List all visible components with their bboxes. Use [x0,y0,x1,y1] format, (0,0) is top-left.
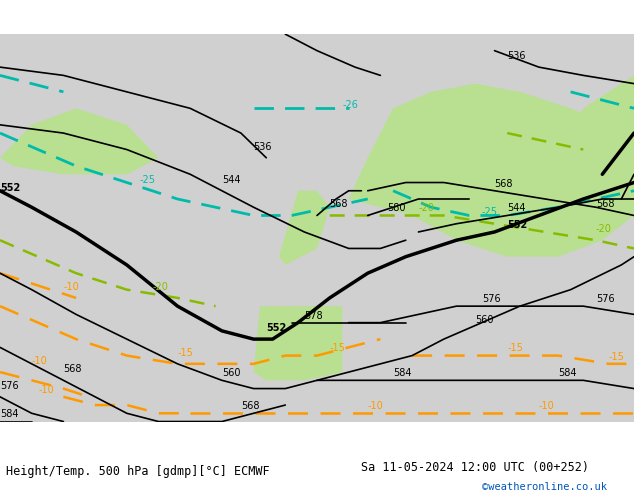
Polygon shape [254,306,342,380]
Text: 576: 576 [482,294,500,304]
Text: -25: -25 [482,207,498,218]
Text: -15: -15 [330,343,346,353]
Text: 544: 544 [222,174,240,185]
Text: -15: -15 [507,343,523,353]
Text: ©weatheronline.co.uk: ©weatheronline.co.uk [482,482,607,490]
Text: Sa 11-05-2024 12:00 UTC (00+252): Sa 11-05-2024 12:00 UTC (00+252) [361,461,590,474]
Text: 578: 578 [304,311,323,320]
Text: 584: 584 [0,410,18,419]
Text: 576: 576 [596,294,614,304]
Text: 576: 576 [0,381,18,391]
Text: -10: -10 [63,282,79,292]
Text: -10: -10 [38,385,54,394]
Text: 568: 568 [495,179,513,189]
Text: 584: 584 [558,368,576,378]
Text: -26: -26 [342,100,358,110]
Text: -20: -20 [152,282,168,292]
Text: 536: 536 [254,142,272,151]
Text: -25: -25 [139,174,155,185]
Text: 560: 560 [222,368,240,378]
Text: 536: 536 [507,51,526,61]
Text: Height/Temp. 500 hPa [gdmp][°C] ECMWF: Height/Temp. 500 hPa [gdmp][°C] ECMWF [6,465,270,478]
Text: 568: 568 [241,401,259,411]
Text: 568: 568 [596,199,614,209]
Text: 544: 544 [507,203,526,213]
Polygon shape [558,75,634,191]
Text: -20: -20 [596,224,612,234]
Text: 552: 552 [507,220,527,230]
Text: 568: 568 [63,364,82,374]
Text: 580: 580 [387,203,405,213]
Text: -10: -10 [539,401,555,411]
Text: 584: 584 [393,368,411,378]
Text: 552: 552 [266,323,287,333]
Polygon shape [279,191,330,265]
Text: -20: -20 [418,203,434,213]
Text: 560: 560 [476,315,494,325]
Polygon shape [0,34,634,421]
Text: -10: -10 [32,356,48,366]
Text: -15: -15 [609,352,624,362]
Text: -15: -15 [178,347,193,358]
Text: 552: 552 [0,183,20,193]
Text: -10: -10 [368,401,384,411]
Polygon shape [349,84,634,257]
Polygon shape [0,108,158,174]
Text: 568: 568 [330,199,348,209]
